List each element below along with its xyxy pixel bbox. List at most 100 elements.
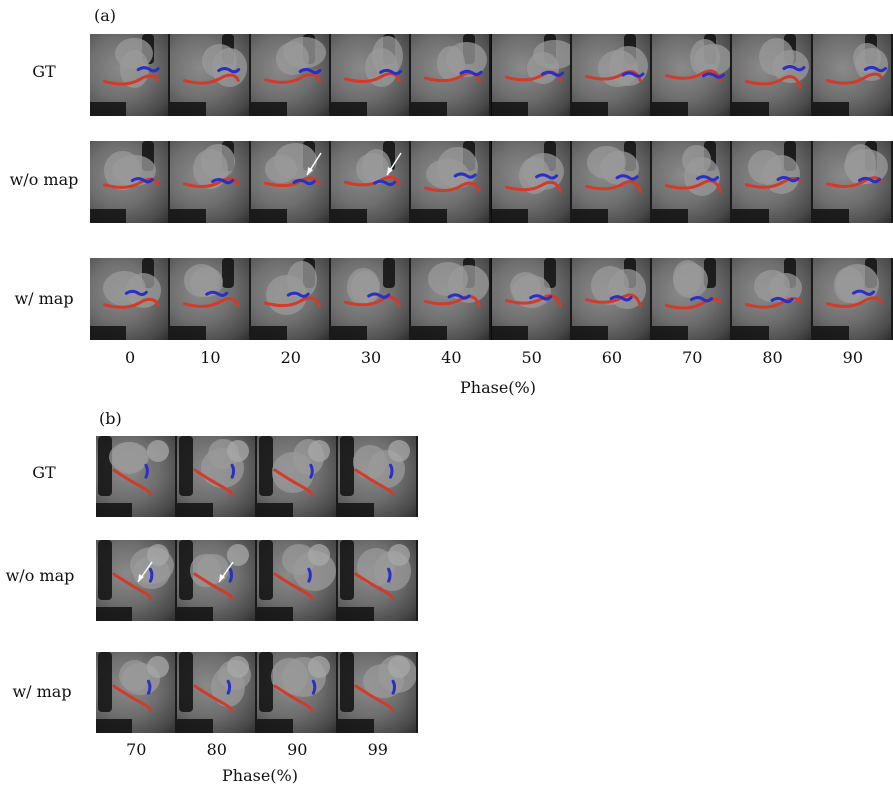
vessel-blue-segment bbox=[615, 174, 639, 181]
vessel-overlay bbox=[273, 567, 314, 600]
vessel-red-segment bbox=[353, 684, 394, 712]
vessel-blue-segment bbox=[286, 291, 310, 298]
ct-image-tile bbox=[250, 141, 331, 223]
ct-image-tile bbox=[170, 34, 251, 116]
vessel-overlay bbox=[825, 289, 883, 308]
vessel-red-segment bbox=[112, 684, 153, 712]
vessel-blue-segment bbox=[459, 69, 483, 76]
vessel-blue-segment bbox=[776, 176, 800, 183]
ct-image-tile bbox=[96, 540, 177, 621]
vessel-blue-segment bbox=[136, 66, 160, 73]
vessel-overlay bbox=[584, 174, 642, 193]
ct-image-tile bbox=[250, 34, 331, 116]
vessel-overlay bbox=[102, 289, 160, 309]
vessel-overlay bbox=[745, 65, 806, 89]
vessel-blue-segment bbox=[228, 567, 233, 583]
vessel-overlay bbox=[183, 290, 241, 308]
vessel-overlay bbox=[343, 292, 401, 307]
vessel-blue-segment bbox=[770, 296, 794, 304]
image-strip-a-gt bbox=[90, 34, 893, 116]
vessel-blue-segment bbox=[528, 294, 552, 301]
vessel-overlay bbox=[504, 294, 562, 308]
annotation-arrow bbox=[386, 152, 402, 176]
vessel-blue-segment bbox=[690, 296, 714, 303]
vessel-red-segment bbox=[183, 73, 241, 85]
vessel-overlay bbox=[745, 176, 803, 189]
vessel-overlay bbox=[424, 172, 481, 193]
vessel-red-segment bbox=[273, 468, 314, 496]
vessel-red-segment bbox=[665, 179, 722, 193]
vessel-overlay bbox=[504, 70, 564, 82]
vessel-blue-segment bbox=[540, 70, 564, 77]
vessel-blue-segment bbox=[386, 567, 392, 583]
row-label-gt: GT bbox=[32, 62, 56, 81]
ct-image-tile bbox=[411, 141, 492, 223]
ct-image-tile bbox=[732, 258, 813, 340]
row-label-w-map: w/ map bbox=[14, 289, 74, 308]
phase-tick-label: 70 bbox=[682, 348, 703, 367]
ct-image-tile bbox=[571, 34, 653, 116]
vessel-blue-segment bbox=[534, 173, 558, 180]
ct-image-tile bbox=[812, 258, 893, 340]
vessel-overlay bbox=[263, 67, 322, 84]
vessel-blue-segment bbox=[378, 68, 402, 76]
ct-image-tile bbox=[176, 540, 257, 621]
ct-image-tile bbox=[812, 34, 893, 116]
phase-tick-label: 10 bbox=[200, 348, 221, 367]
vessel-red-segment bbox=[825, 296, 883, 308]
image-strip-b-w-map bbox=[96, 652, 418, 733]
row-label-wo-map: w/o map bbox=[9, 170, 79, 189]
vessel-red-segment bbox=[665, 297, 722, 310]
ct-image-tile bbox=[652, 141, 733, 223]
vessel-overlay bbox=[112, 463, 153, 496]
vessel-red-segment bbox=[825, 176, 883, 188]
vessel-red-segment bbox=[424, 71, 481, 83]
vessel-blue-segment bbox=[309, 463, 314, 479]
vessel-blue-segment bbox=[851, 289, 875, 296]
vessel-overlay bbox=[584, 293, 642, 308]
vessel-blue-segment bbox=[857, 176, 881, 184]
panel-a-label: (a) bbox=[94, 6, 117, 25]
vessel-overlay bbox=[825, 65, 887, 85]
vessel-red-segment bbox=[745, 297, 803, 309]
vessel-overlay bbox=[192, 679, 233, 712]
ct-image-tile bbox=[96, 436, 177, 517]
vessel-overlay bbox=[353, 463, 394, 496]
ct-image-tile bbox=[90, 258, 171, 340]
vessel-overlay bbox=[665, 69, 726, 83]
ct-image-tile bbox=[250, 258, 331, 340]
phase-tick-label: 60 bbox=[601, 348, 623, 367]
vessel-overlay bbox=[825, 176, 883, 188]
vessel-overlay bbox=[112, 679, 153, 712]
vessel-overlay bbox=[273, 463, 314, 496]
vessel-blue-segment bbox=[217, 67, 241, 74]
phase-tick-label: 80 bbox=[206, 740, 227, 759]
vessel-blue-segment bbox=[621, 71, 645, 78]
vessel-red-segment bbox=[343, 295, 401, 307]
vessel-blue-segment bbox=[391, 679, 396, 695]
row-label-b-gt: GT bbox=[32, 463, 56, 482]
ct-image-tile bbox=[337, 540, 418, 621]
ct-image-tile bbox=[330, 141, 412, 223]
ct-image-tile bbox=[257, 652, 338, 733]
vessel-red-segment bbox=[263, 296, 321, 308]
ct-image-tile bbox=[411, 34, 492, 116]
annotation-arrow bbox=[305, 152, 322, 176]
phase-tick-label: 50 bbox=[521, 348, 542, 367]
vessel-overlay bbox=[102, 66, 160, 86]
ct-image-tile bbox=[491, 258, 572, 340]
vessel-red-segment bbox=[102, 297, 160, 309]
vessel-red-segment bbox=[825, 72, 883, 85]
vessel-blue-segment bbox=[146, 679, 152, 695]
vessel-overlay bbox=[343, 68, 402, 83]
vessel-overlay bbox=[665, 175, 722, 193]
vessel-blue-segment bbox=[373, 179, 397, 187]
phase-tick-label: 20 bbox=[280, 348, 301, 367]
vessel-blue-segment bbox=[130, 177, 154, 184]
ct-image-tile bbox=[491, 34, 572, 116]
vessel-blue-segment bbox=[298, 67, 322, 75]
vessel-overlay bbox=[183, 67, 241, 85]
ct-image-tile bbox=[330, 258, 412, 340]
vessel-overlay bbox=[343, 152, 402, 187]
ct-image-tile bbox=[652, 258, 733, 340]
